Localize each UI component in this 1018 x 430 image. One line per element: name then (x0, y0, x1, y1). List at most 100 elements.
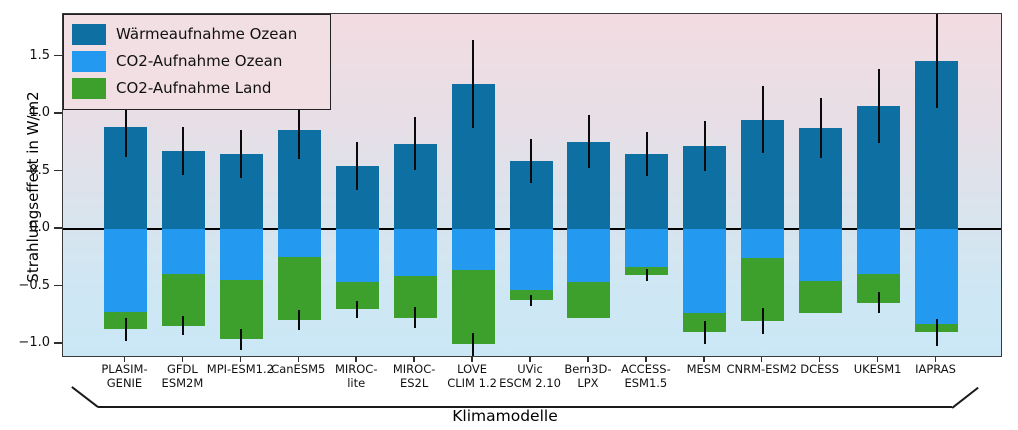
bar-co2-ocean (799, 229, 843, 281)
x-tick-label: MPI-ESM1.2 (206, 362, 274, 376)
error-bar-positive (819, 97, 822, 158)
error-bar-negative (414, 307, 417, 328)
error-bar-positive (530, 139, 532, 183)
error-bar-positive (645, 132, 648, 177)
y-tick (54, 169, 62, 172)
x-axis-brace-right (951, 386, 979, 408)
bar-co2-land (277, 256, 321, 320)
legend-label: Wärmeaufnahme Ozean (116, 25, 298, 43)
x-tick-label: PLASIM- GENIE (101, 362, 148, 390)
zero-line (63, 228, 1001, 230)
y-tick-label: 1.5 (29, 47, 50, 63)
y-tick-label: 0.0 (29, 220, 50, 235)
x-tick (645, 357, 647, 362)
error-bar-negative (298, 309, 301, 331)
y-tick (54, 227, 62, 229)
error-bar-negative (472, 332, 475, 356)
legend: Wärmeaufnahme Ozean CO2-Aufnahme Ozean C… (63, 13, 331, 110)
x-tick (818, 357, 821, 362)
bar-co2-ocean (277, 229, 321, 257)
error-bar-positive (414, 117, 417, 171)
x-tick (297, 357, 300, 362)
error-bar-positive (703, 120, 706, 172)
error-bar-negative (240, 329, 243, 350)
error-bar-negative (877, 292, 880, 313)
bar-co2-ocean (857, 229, 901, 274)
y-tick (54, 342, 62, 344)
error-bar-negative (182, 316, 185, 335)
legend-item-heat-ocean: Wärmeaufnahme Ozean (72, 21, 322, 48)
bar-co2-ocean (915, 229, 959, 325)
bar-co2-ocean (567, 229, 611, 282)
error-bar-negative (645, 269, 648, 281)
bar-co2-ocean (393, 229, 437, 277)
bar-co2-ocean (104, 229, 147, 312)
x-tick (181, 357, 184, 362)
error-bar-positive (877, 69, 880, 143)
x-axis-brace (98, 406, 952, 408)
co2-land-swatch-icon (72, 77, 106, 99)
x-tick (760, 357, 763, 362)
x-tick-label: UVic ESCM 2.10 (499, 362, 561, 390)
error-bar-positive (298, 101, 301, 159)
x-tick (413, 357, 415, 362)
error-bar-negative (530, 294, 532, 307)
x-tick (587, 357, 589, 362)
error-bar-positive (472, 40, 475, 128)
x-tick-label: Bern3D- LPX (564, 362, 612, 390)
heat-ocean-swatch-icon (72, 23, 106, 45)
x-tick-label: CanESM5 (271, 362, 326, 376)
bar-co2-land (451, 270, 495, 344)
x-tick (355, 357, 357, 362)
bar-co2-ocean (509, 229, 553, 290)
x-tick-label: DCESS (800, 362, 840, 376)
legend-label: CO2-Aufnahme Land (116, 79, 272, 97)
x-tick (934, 357, 937, 362)
x-tick (471, 357, 473, 362)
error-bar-positive (356, 141, 359, 190)
x-tick-label: GFDL ESM2M (161, 362, 204, 390)
legend-label: CO2-Aufnahme Ozean (116, 52, 283, 70)
bar-co2-ocean (161, 229, 205, 274)
co2-ocean-swatch-icon (72, 50, 106, 72)
bar-co2-ocean (451, 229, 495, 271)
bar-co2-ocean (741, 229, 785, 258)
y-tick-label: −0.5 (18, 277, 50, 293)
x-tick-label: MESM (686, 362, 722, 376)
error-bar-negative (935, 318, 938, 347)
y-tick (54, 112, 62, 114)
bar-co2-ocean (219, 229, 263, 280)
x-tick (239, 357, 242, 362)
x-tick-label: MIROC- ES2L (392, 362, 436, 390)
bar-co2-ocean (625, 229, 669, 267)
x-tick-label: ACCESS- ESM1.5 (620, 362, 671, 390)
x-tick (529, 357, 531, 362)
error-bar-negative (703, 321, 706, 344)
y-tick (54, 284, 62, 287)
error-bar-positive (587, 115, 590, 169)
error-bar-negative (761, 308, 764, 334)
x-tick (123, 357, 126, 362)
y-tick-label: 1.0 (29, 105, 50, 120)
legend-item-co2-land: CO2-Aufnahme Land (72, 75, 322, 102)
bar-co2-ocean (683, 229, 727, 313)
x-tick-label: UKESM1 (853, 362, 902, 376)
x-tick-label: CNRM-ESM2 (726, 362, 797, 376)
x-tick (703, 357, 705, 362)
legend-item-co2-ocean: CO2-Aufnahme Ozean (72, 48, 322, 75)
plot-area (62, 13, 1002, 357)
x-tick (876, 357, 879, 362)
error-bar-positive (124, 96, 127, 157)
x-tick-label: LOVE CLIM 1.2 (447, 362, 497, 390)
bar-co2-land (567, 281, 611, 318)
error-bar-positive (240, 130, 243, 179)
x-tick-label: MIROC- lite (334, 362, 378, 390)
x-axis-label: Klimamodelle (452, 407, 558, 425)
y-tick (54, 54, 62, 57)
y-tick-label: −1.0 (18, 335, 50, 350)
x-tick-label: IAPRAS (915, 362, 956, 376)
x-axis-brace-left (71, 386, 99, 408)
error-bar-negative (356, 301, 359, 318)
bar-co2-land (799, 280, 843, 313)
